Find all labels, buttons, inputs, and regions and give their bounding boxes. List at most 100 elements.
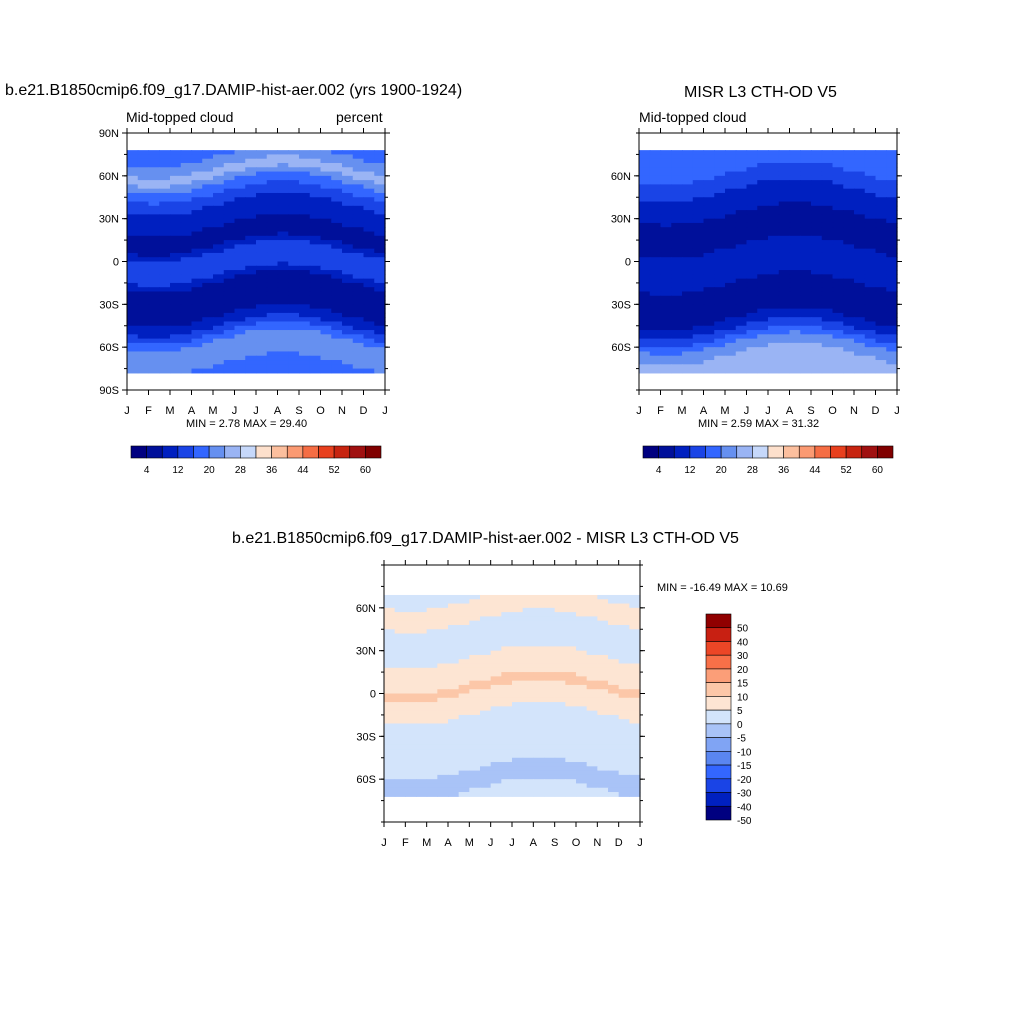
contour-cell [789, 342, 801, 348]
contour-cell [843, 235, 855, 241]
contour-cell [576, 779, 588, 785]
contour-cell [597, 654, 609, 660]
contour-cell [437, 646, 449, 652]
contour-cell [245, 351, 257, 357]
contour-cell [288, 270, 300, 275]
contour-cell [703, 244, 715, 250]
contour-cell [127, 364, 139, 370]
contour-cell [331, 355, 343, 361]
contour-cell [522, 672, 534, 677]
contour-cell [363, 188, 375, 194]
x-tick-label: A [530, 837, 538, 849]
contour-cell [266, 167, 279, 173]
contour-cell [448, 783, 460, 789]
contour-cell [757, 274, 769, 280]
contour-cell [660, 158, 672, 164]
contour-cell [757, 265, 769, 271]
contour-cell [597, 633, 609, 639]
contour-cell [768, 248, 780, 254]
contour-cell [864, 300, 877, 305]
contour-cell [757, 291, 769, 297]
contour-cell [789, 205, 801, 211]
contour-cell [692, 210, 705, 215]
contour-cell [597, 603, 609, 609]
contour-cell [363, 325, 375, 331]
contour-cell [821, 231, 834, 237]
contour-cell [800, 171, 812, 177]
contour-cell [843, 205, 855, 211]
contour-cell [384, 757, 396, 763]
contour-cell [800, 338, 812, 344]
contour-cell [522, 650, 534, 656]
contour-cell [886, 227, 898, 233]
contour-cell [342, 325, 354, 331]
contour-cell [127, 278, 139, 284]
contour-cell [522, 783, 534, 789]
x-tick-label: N [850, 405, 858, 417]
contour-cell [458, 642, 470, 647]
contour-cell [746, 300, 758, 305]
contour-cell [649, 210, 662, 215]
contour-cell [309, 312, 322, 318]
contour-cell [725, 278, 737, 284]
colorbar-swatch [333, 445, 351, 459]
contour-cell [202, 167, 214, 173]
contour-cell [202, 287, 214, 293]
contour-cell [148, 265, 160, 271]
contour-cell [159, 278, 171, 284]
contour-cell [811, 248, 823, 254]
x-tick-label: J [744, 405, 750, 417]
contour-cell [757, 244, 769, 250]
contour-cell [586, 736, 598, 742]
contour-cell [320, 334, 332, 340]
contour-cell [522, 642, 534, 647]
contour-cell [320, 154, 332, 160]
contour-cell [586, 646, 598, 652]
contour-cell [127, 368, 139, 374]
contour-cell [886, 218, 898, 224]
contour-cell [148, 282, 160, 288]
contour-cell [342, 210, 354, 215]
contour-cell [416, 697, 428, 703]
contour-cell [671, 261, 683, 267]
contour-cell [811, 184, 823, 190]
contour-cell [843, 312, 855, 318]
contour-cell [223, 355, 236, 361]
contour-cell [682, 222, 694, 228]
contour-cell [363, 205, 375, 211]
contour-cell [735, 205, 748, 211]
contour-cell [886, 278, 898, 284]
contour-cell [725, 257, 737, 263]
contour-cell [649, 274, 662, 280]
contour-cell [309, 197, 322, 203]
contour-cell [821, 188, 834, 194]
colorbar-label: 12 [684, 465, 696, 476]
contour-cell [811, 235, 823, 241]
contour-cell [405, 642, 417, 647]
contour-cell [522, 787, 534, 793]
contour-cell [191, 197, 203, 203]
contour-cell [703, 175, 715, 181]
contour-cell [148, 351, 160, 357]
contour-cell [213, 231, 225, 237]
contour-cell [458, 714, 470, 720]
contour-cell [778, 158, 791, 164]
contour-cell [864, 261, 877, 267]
contour-cell [544, 684, 556, 690]
contour-cell [875, 175, 887, 181]
contour-cell [597, 727, 609, 733]
contour-cell [288, 347, 300, 353]
contour-cell [682, 167, 694, 173]
contour-cell [649, 317, 662, 323]
contour-cell [746, 158, 758, 164]
contour-cell [148, 227, 160, 233]
contour-cell [266, 162, 279, 168]
contour-cell [320, 342, 332, 348]
contour-cell [309, 175, 322, 181]
contour-cell [170, 287, 182, 293]
contour-cell [363, 287, 375, 293]
contour-cell [618, 637, 630, 643]
contour-cell [405, 646, 417, 652]
contour-cell [277, 317, 289, 323]
contour-cell [586, 766, 598, 772]
